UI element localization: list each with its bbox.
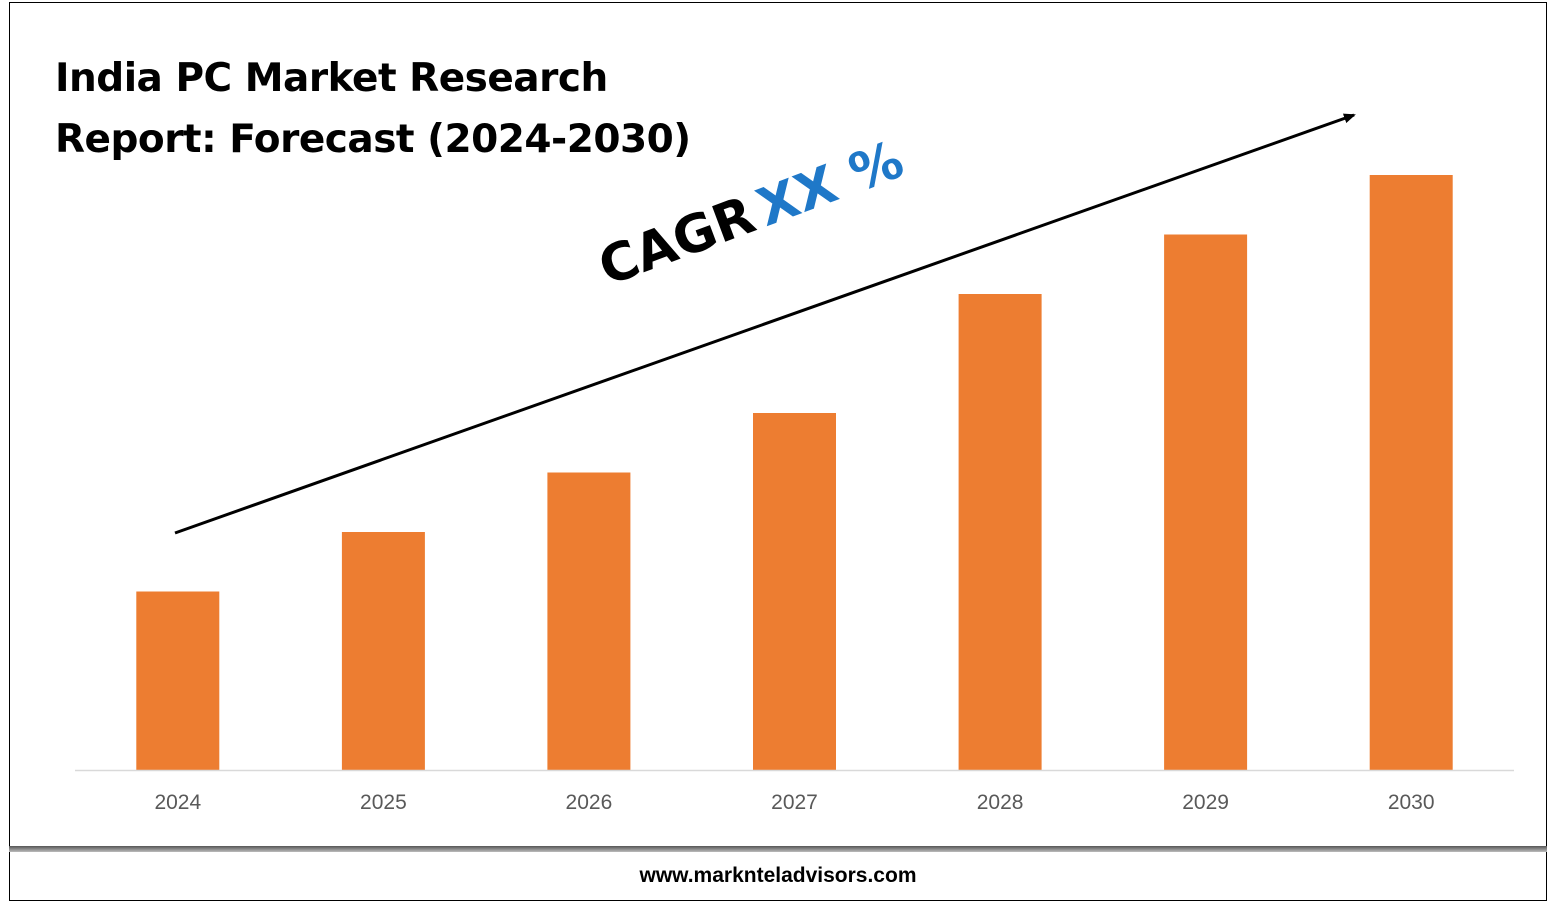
x-tick-label-2027: 2027 xyxy=(771,791,818,814)
title-line-2: Report: Forecast (2024-2030) xyxy=(55,117,691,162)
title-line-1: India PC Market Research xyxy=(55,56,608,101)
footer: www.marknteladvisors.com xyxy=(9,852,1547,901)
x-tick-label-2029: 2029 xyxy=(1182,791,1229,814)
chart-title: India PC Market Research Report: Forecas… xyxy=(55,48,755,170)
bar-2024 xyxy=(136,591,220,770)
x-tick-labels: 2024 2025 2026 2027 2028 2029 2030 xyxy=(154,791,1434,814)
bar-2025 xyxy=(341,532,425,770)
x-tick-label-2026: 2026 xyxy=(566,791,613,814)
x-tick-label-2025: 2025 xyxy=(360,791,407,814)
bars-group xyxy=(136,175,1453,770)
bar-2026 xyxy=(547,472,631,770)
bar-2027 xyxy=(753,413,836,770)
trend-arrow xyxy=(174,113,1356,535)
bar-2030 xyxy=(1369,175,1453,770)
x-tick-label-2030: 2030 xyxy=(1388,791,1435,814)
bar-2028 xyxy=(958,294,1042,770)
x-tick-label-2024: 2024 xyxy=(154,791,201,814)
x-tick-label-2028: 2028 xyxy=(977,791,1024,814)
footer-url[interactable]: www.marknteladvisors.com xyxy=(639,864,917,887)
frame-shadow xyxy=(9,846,1547,852)
bar-2029 xyxy=(1164,234,1248,770)
